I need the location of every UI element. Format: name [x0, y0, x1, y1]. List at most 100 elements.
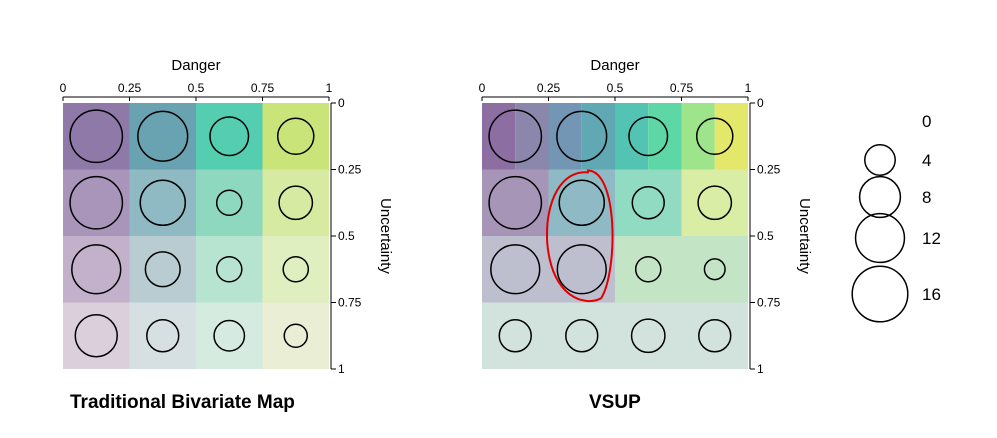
size-legend: 0 4 8 12 16 [851, 112, 941, 323]
right-glyph-6 [631, 186, 665, 220]
right-cell-4 [615, 103, 649, 170]
left-cell-0 [63, 103, 130, 170]
right-glyph-10 [634, 255, 662, 283]
right-y-tick-label-0: 0 [757, 96, 764, 110]
right-glyph-13 [565, 319, 599, 353]
left-cell-7 [262, 169, 329, 236]
left-cell-2 [196, 103, 263, 170]
right-cell-9 [548, 169, 615, 236]
left-glyph-11 [282, 255, 310, 283]
size-legend-circle-3 [854, 212, 906, 264]
right-glyph-2 [628, 116, 669, 157]
left-glyph-5 [139, 179, 187, 227]
left-x-tick-label-4: 1 [326, 81, 333, 95]
left-glyph-10 [215, 255, 243, 283]
left-cell-3 [262, 103, 329, 170]
left-y-tick-label-3: 0.75 [338, 296, 362, 310]
right-glyph-5 [558, 179, 606, 227]
right-x-tick-label-4: 1 [745, 81, 752, 95]
right-y-tick-label-4: 1 [757, 362, 764, 376]
left-glyph-14 [213, 319, 246, 352]
right-glyph-4 [488, 175, 543, 230]
right-cell-10 [615, 169, 682, 236]
right-glyph-14 [630, 318, 666, 354]
right-cell-7 [714, 103, 748, 170]
left-x-axis-label: Danger [171, 57, 220, 74]
right-cell-2 [548, 103, 582, 170]
right-y-tick-label-3: 0.75 [757, 296, 781, 310]
left-cell-8 [63, 236, 130, 303]
right-cell-6 [681, 103, 715, 170]
right-cell-0 [482, 103, 516, 170]
left-glyph-1 [137, 110, 189, 162]
right-y-axis-label: Uncertainty [796, 198, 813, 274]
left-glyph-12 [74, 314, 118, 358]
left-cell-13 [129, 302, 196, 369]
right-x-tick-label-1: 0.25 [537, 81, 561, 95]
left-x-tick-label-2: 0.5 [188, 81, 205, 95]
left-glyph-6 [215, 189, 243, 217]
right-x-tick-label-3: 0.75 [670, 81, 694, 95]
right-glyph-12 [498, 319, 532, 353]
right-glyph-11 [703, 258, 726, 281]
right-chart-title: VSUP [589, 392, 641, 413]
left-cell-12 [63, 302, 130, 369]
right-y-tick-label-2: 0.5 [757, 229, 774, 243]
left-x-tick-label-3: 0.75 [251, 81, 275, 95]
left-glyph-8 [71, 244, 122, 295]
right-x-axis-label: Danger [590, 57, 639, 74]
right-cell-5 [648, 103, 682, 170]
right-cell-8 [482, 169, 549, 236]
right-cell-3 [581, 103, 615, 170]
right-glyph-3 [695, 117, 734, 156]
right-glyph-0 [488, 109, 543, 164]
right-cell-1 [515, 103, 549, 170]
left-cell-1 [129, 103, 196, 170]
left-glyph-0 [69, 109, 124, 164]
size-legend-label-1: 4 [922, 151, 931, 170]
right-cell-13 [615, 236, 748, 303]
right-panel: 0 0.25 0.5 0.75 1 Danger 0 0.25 0.5 0.75 1 Uncertai… [479, 57, 813, 376]
left-x-tick-label-1: 0.25 [118, 81, 142, 95]
left-cell-4 [63, 169, 130, 236]
left-glyph-15 [283, 323, 309, 349]
right-glyph-8 [490, 244, 541, 295]
left-y-tick-label-1: 0.25 [338, 163, 362, 177]
left-y-tick-label-4: 1 [338, 362, 345, 376]
left-cell-5 [129, 169, 196, 236]
left-cell-15 [262, 302, 329, 369]
right-glyph-7 [697, 185, 733, 221]
size-legend-circle-4 [851, 265, 909, 323]
size-legend-circle-2 [858, 175, 902, 219]
size-legend-circle-1 [864, 144, 896, 176]
left-cell-14 [196, 302, 263, 369]
right-x-tick-label-2: 0.5 [607, 81, 624, 95]
right-glyph-15 [698, 319, 732, 353]
left-cell-9 [129, 236, 196, 303]
left-cell-6 [196, 169, 263, 236]
left-glyph-7 [278, 185, 314, 221]
left-x-tick-label-0: 0 [60, 81, 67, 95]
left-glyph-13 [146, 319, 180, 353]
right-x-tick-label-0: 0 [479, 81, 486, 95]
left-cell-10 [196, 236, 263, 303]
left-cell-11 [262, 236, 329, 303]
right-cell-11 [681, 169, 748, 236]
size-legend-label-3: 12 [922, 229, 941, 248]
left-panel: 0 0.25 0.5 0.75 1 Danger 0 0.25 0.5 0.75 1 Uncertai… [60, 57, 394, 376]
size-legend-label-4: 16 [922, 285, 941, 304]
right-cell-14 [482, 302, 748, 369]
left-y-tick-label-0: 0 [338, 96, 345, 110]
size-legend-label-2: 8 [922, 188, 931, 207]
left-y-tick-label-2: 0.5 [338, 229, 355, 243]
left-glyph-2 [209, 116, 250, 157]
left-chart-title: Traditional Bivariate Map [70, 392, 295, 413]
right-glyph-9 [556, 244, 607, 295]
right-y-tick-label-1: 0.25 [757, 163, 781, 177]
left-glyph-9 [144, 251, 181, 288]
left-y-axis-label: Uncertainty [377, 198, 394, 274]
right-annotation-loop [546, 169, 614, 302]
left-glyph-4 [69, 175, 124, 230]
